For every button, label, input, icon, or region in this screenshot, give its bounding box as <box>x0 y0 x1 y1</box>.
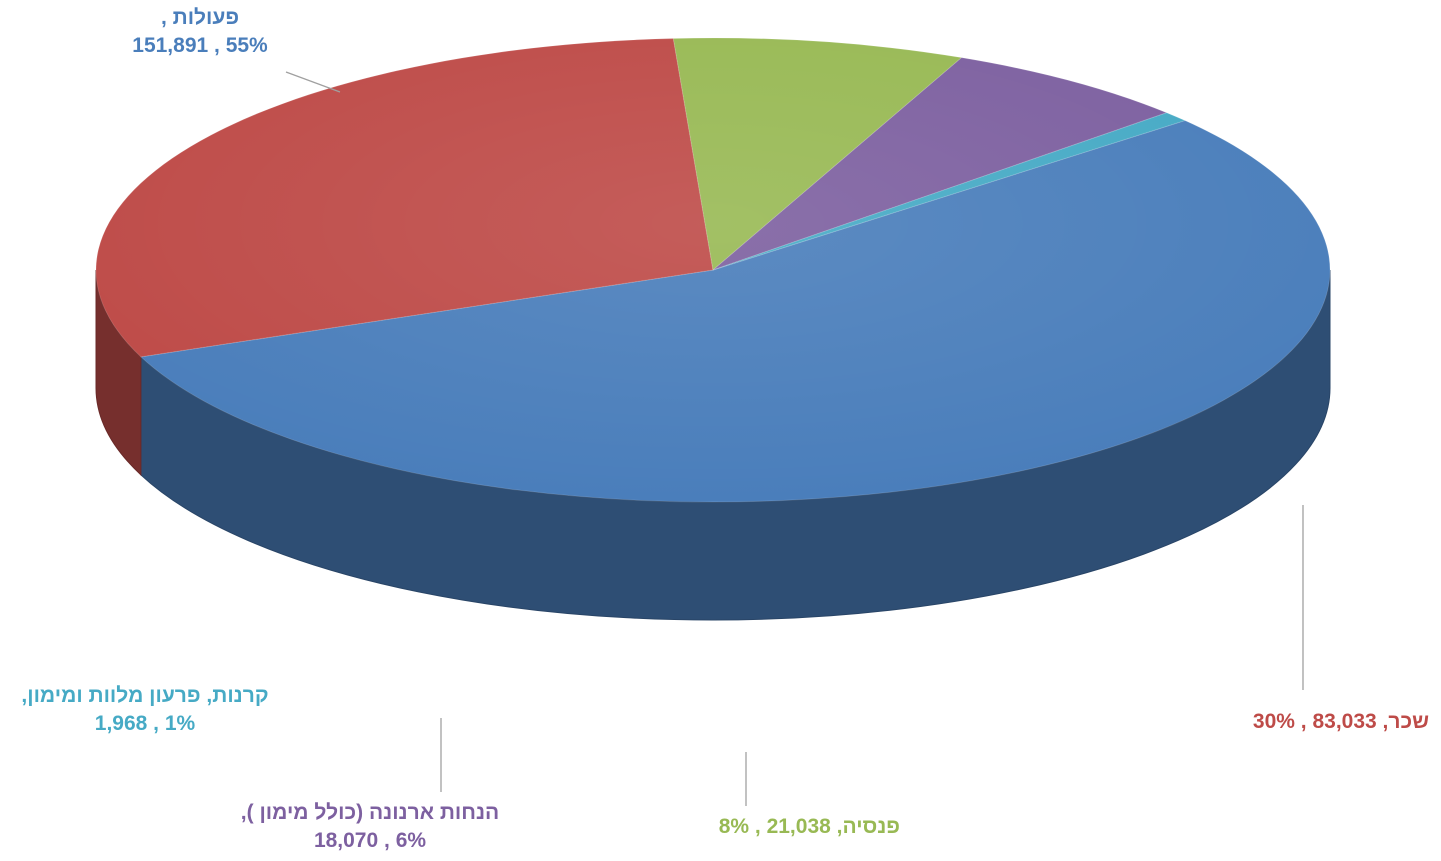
data-label-funds-loans-value: 1% , 1,968 <box>94 712 196 735</box>
data-label-funds-loans: קרנות, פרעון מלוות ומימון, 1% , 1,968 <box>0 682 290 738</box>
data-label-pension-text: פנסיה, 21,038 , 8% <box>718 815 900 838</box>
data-label-operations-value: 55% , 151,891 <box>132 34 268 57</box>
data-label-operations: פעולות , 55% , 151,891 <box>120 4 280 60</box>
leader-line <box>285 71 341 93</box>
data-label-tax-discounts-value: 6% , 18,070 <box>313 829 427 852</box>
data-label-salary-text: שכר, 83,033 , 30% <box>1252 710 1429 733</box>
data-label-operations-name: פעולות , <box>160 6 240 29</box>
data-label-pension: פנסיה, 21,038 , 8% <box>670 813 900 841</box>
data-label-tax-discounts-name: הנחות ארנונה (כולל מימון ), <box>240 801 500 824</box>
data-label-salary: שכר, 83,033 , 30% <box>1253 708 1429 736</box>
data-label-funds-loans-name: קרנות, פרעון מלוות ומימון, <box>21 684 269 707</box>
data-label-tax-discounts: הנחות ארנונה (כולל מימון ), 6% , 18,070 <box>220 799 520 855</box>
